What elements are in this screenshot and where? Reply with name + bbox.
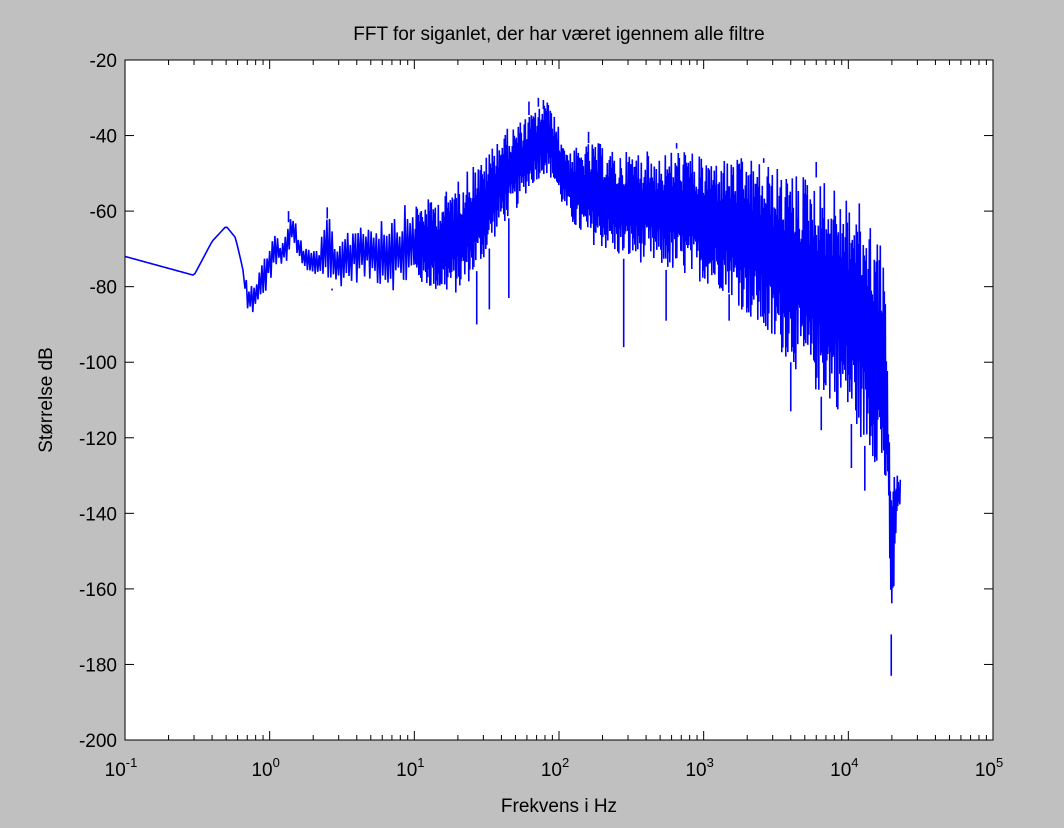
x-tick-label: 105 xyxy=(975,755,1003,781)
y-tick-label: -120 xyxy=(79,429,117,450)
fft-magnitude-line xyxy=(124,102,902,604)
y-axis-label: Størrelse dB xyxy=(36,347,57,453)
x-tick-label: 100 xyxy=(251,755,279,781)
x-tick-label: 103 xyxy=(685,755,713,781)
y-tick-label: -60 xyxy=(90,202,117,223)
x-tick-label: 101 xyxy=(396,755,424,781)
x-tick-label: 102 xyxy=(541,755,569,781)
tick-labels-layer: 10-1 100 101 102 103 104 105 -200 -180 -160 -140 -1… xyxy=(79,51,1003,781)
x-tick-label: 104 xyxy=(830,755,858,781)
chart-title: FFT for siganlet, der har været igennem … xyxy=(353,24,765,45)
y-tick-label: -140 xyxy=(79,504,117,525)
x-tick-label: 10-1 xyxy=(105,755,138,781)
y-tick-label: -200 xyxy=(79,731,117,752)
y-tick-label: -160 xyxy=(79,580,117,601)
y-tick-label: -180 xyxy=(79,655,117,676)
x-axis-label: Frekvens i Hz xyxy=(501,796,617,817)
y-tick-label: -80 xyxy=(90,278,117,299)
y-tick-label: -40 xyxy=(90,127,117,148)
series-layer xyxy=(124,97,902,676)
plot-frame xyxy=(124,59,994,741)
y-tick-label: -100 xyxy=(79,353,117,374)
ticks-layer xyxy=(124,59,994,741)
y-tick-label: -20 xyxy=(90,51,117,72)
